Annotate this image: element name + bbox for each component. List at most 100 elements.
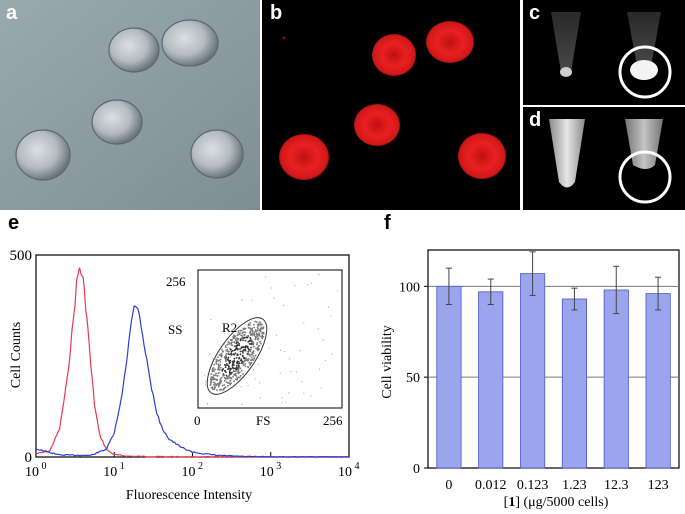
inset-point <box>253 331 256 334</box>
dic-cell <box>108 27 160 73</box>
inset-point <box>241 299 243 301</box>
inset-point <box>288 392 290 394</box>
inset-point <box>251 332 254 334</box>
inset-point <box>231 344 234 347</box>
inset-point <box>262 326 265 329</box>
inset-scatter-plot: R2 SS FS 256 0 256 <box>166 269 343 428</box>
inset-point <box>254 329 257 331</box>
inset-point <box>240 369 243 372</box>
x-axis-label: Fluorescence Intensity <box>126 488 252 503</box>
inset-point <box>239 367 242 370</box>
inset-point <box>242 373 244 375</box>
inset-scatter-points <box>203 274 339 406</box>
inset-point <box>251 353 254 356</box>
inset-point <box>211 386 214 389</box>
inset-point <box>217 383 220 386</box>
inset-point <box>235 342 238 345</box>
x-axis-label: [1] (μg/5000 cells) <box>504 495 609 510</box>
inset-point <box>310 282 313 284</box>
inset-point <box>254 335 257 338</box>
inset-point <box>257 346 259 349</box>
tube-image-d <box>549 119 672 204</box>
inset-point <box>210 373 213 376</box>
inset-point <box>235 346 238 349</box>
inset-point <box>214 368 216 371</box>
inset-point <box>206 402 208 404</box>
y-tick-label: 100 <box>399 280 420 295</box>
inset-point <box>225 349 228 352</box>
inset-point <box>254 338 257 341</box>
panel-c-tube-image: c <box>523 0 685 105</box>
inset-point <box>220 352 223 355</box>
inset-point <box>271 287 273 289</box>
inset-point <box>233 367 236 370</box>
inset-point <box>273 297 275 299</box>
inset-point <box>215 372 217 375</box>
fluorescent-cell <box>279 134 329 180</box>
x-tick-label: 0 <box>445 478 452 493</box>
inset-point <box>236 379 239 381</box>
y-tick-label: 0 <box>413 462 420 477</box>
panel-label-c: c <box>529 2 541 24</box>
inset-point <box>253 334 256 336</box>
inset-point <box>233 359 236 362</box>
inset-point <box>259 322 262 324</box>
inset-point <box>212 370 215 372</box>
inset-point <box>218 354 221 356</box>
inset-point <box>255 321 258 323</box>
inset-point <box>226 348 229 351</box>
inset-point <box>253 326 256 329</box>
inset-point <box>228 365 230 368</box>
inset-point <box>211 378 214 381</box>
inset-point <box>322 339 324 341</box>
inset-point <box>247 350 250 353</box>
inset-point <box>230 342 233 345</box>
inset-x-tick-256: 256 <box>323 413 343 428</box>
inset-point <box>223 376 226 379</box>
inset-point <box>250 342 253 345</box>
panel-label-f: f <box>384 212 391 234</box>
inset-point <box>317 328 319 330</box>
inset-point <box>221 368 224 371</box>
inset-point <box>228 360 231 362</box>
inset-point <box>220 376 223 379</box>
inset-point <box>249 350 252 353</box>
inset-point <box>219 378 222 380</box>
inset-point <box>253 345 255 348</box>
y-tick-label: 0 <box>25 450 33 466</box>
inset-point <box>203 374 205 376</box>
inset-x-tick-0: 0 <box>194 413 201 428</box>
dic-cell <box>161 19 219 67</box>
inset-point <box>251 299 253 301</box>
inset-point <box>240 386 242 388</box>
inset-point <box>238 356 241 359</box>
inset-point <box>303 392 305 394</box>
inset-point <box>215 361 218 364</box>
x-tick-exponent: 3 <box>276 461 281 472</box>
inset-point <box>235 370 237 372</box>
inset-point <box>249 355 251 357</box>
inset-point <box>214 371 216 373</box>
fluorescent-cell <box>372 34 416 76</box>
inset-point <box>237 329 240 332</box>
panel-b-fluorescence-image: b <box>262 0 520 210</box>
inset-point <box>213 363 216 366</box>
inset-point <box>233 357 236 360</box>
inset-point <box>237 368 240 371</box>
y-axis-label: Cell viability <box>380 325 395 399</box>
inset-point <box>255 330 258 333</box>
inset-point <box>235 340 238 343</box>
inset-point <box>220 379 222 382</box>
inset-point <box>243 364 245 367</box>
inset-point <box>250 339 252 341</box>
inset-point <box>239 338 242 341</box>
inset-point <box>221 350 224 353</box>
inset-point <box>260 326 263 329</box>
inset-point <box>214 382 216 385</box>
inset-point <box>220 356 223 358</box>
inset-point <box>233 334 235 337</box>
inset-point <box>247 366 250 369</box>
y-tick-label: 50 <box>406 371 420 386</box>
inset-point <box>219 361 222 363</box>
inset-point <box>226 376 229 378</box>
